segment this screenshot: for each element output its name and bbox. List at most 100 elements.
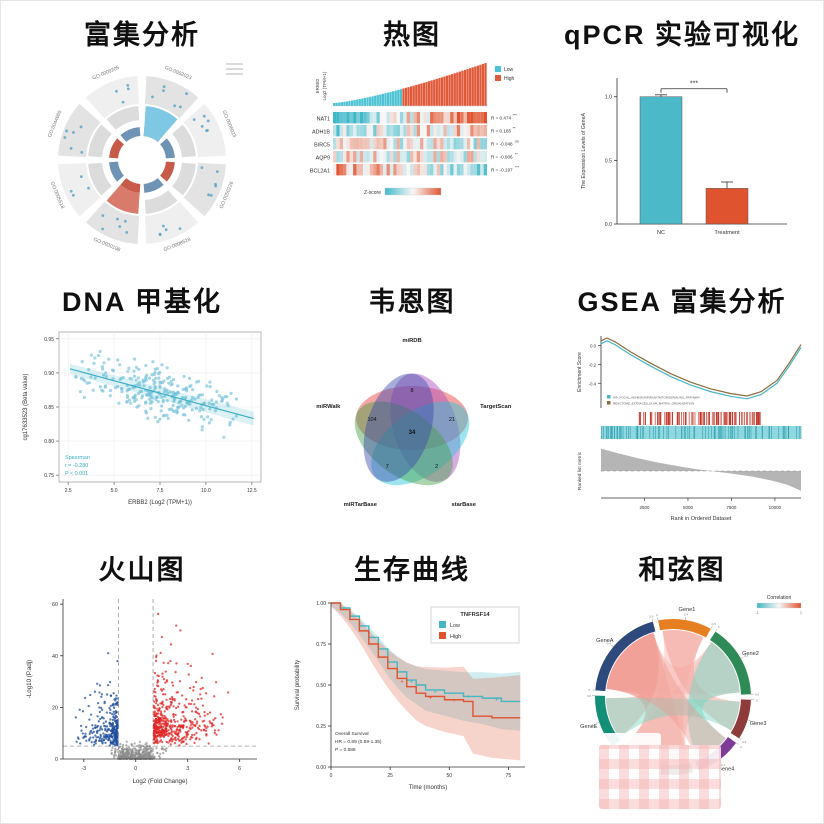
svg-text:-3: -3 xyxy=(81,766,86,772)
svg-text:0.5: 0.5 xyxy=(605,159,612,165)
qpcr-bar-chart: 0.0 0.5 1.0 NC Treatment *** The Expression Le… xyxy=(581,78,787,236)
svg-text:GeneE: GeneE xyxy=(580,724,598,730)
svg-text:0.00: 0.00 xyxy=(316,765,326,771)
svg-text:R = -0.048: R = -0.048 xyxy=(491,142,513,147)
svg-text:12.5: 12.5 xyxy=(247,488,257,494)
svg-text:3: 3 xyxy=(186,766,189,772)
svg-text:34: 34 xyxy=(409,430,416,436)
svg-text:-Log10 (P.adj): -Log10 (P.adj) xyxy=(26,660,33,698)
svg-text:7500: 7500 xyxy=(726,505,737,510)
svg-text:0.85: 0.85 xyxy=(44,405,54,411)
svg-text:0: 0 xyxy=(330,773,333,779)
venn-diagram-chart: miRDB 8 TargetScan 21 starBase 2 miRTarBase 7 mi… xyxy=(316,338,512,508)
svg-text:6: 6 xyxy=(238,766,241,772)
svg-text:0.8: 0.8 xyxy=(649,614,654,618)
svg-text:0.8: 0.8 xyxy=(587,694,592,698)
svg-text:0.0: 0.0 xyxy=(605,222,612,228)
svg-text:***: *** xyxy=(513,114,518,118)
svg-text:21: 21 xyxy=(449,417,455,423)
svg-text:**: ** xyxy=(515,153,518,157)
panel-title-qpcr: qPCR 实验可视化 xyxy=(564,20,800,50)
svg-text:0.8: 0.8 xyxy=(755,693,760,697)
svg-text:0: 0 xyxy=(588,688,590,692)
panel-title-heatmap: 热图 xyxy=(383,20,441,50)
panel-heatmap: 热图 ERBB2 Log2 (TPM+1) Low High NAT1 R = 0.474… xyxy=(277,11,547,278)
svg-text:GO:0009205: GO:0009205 xyxy=(92,65,121,82)
svg-text:0.8: 0.8 xyxy=(742,740,747,744)
svg-text:Overall Survival: Overall Survival xyxy=(335,731,369,737)
svg-text:10000: 10000 xyxy=(769,505,782,510)
svg-text:Low: Low xyxy=(450,623,460,629)
svg-text:GeneA: GeneA xyxy=(596,638,614,644)
svg-text:ns: ns xyxy=(515,140,519,144)
svg-text:Low: Low xyxy=(504,67,514,73)
panel-title-venn: 韦恩图 xyxy=(368,287,456,318)
svg-text:Gene1: Gene1 xyxy=(679,607,696,613)
svg-text:R = 0.185: R = 0.185 xyxy=(491,129,511,134)
svg-text:miRDB: miRDB xyxy=(402,338,421,344)
svg-text:GO:0062023: GO:0062023 xyxy=(164,65,193,82)
svg-text:REACTOME_EXTRACELLULAR_MATRIX_: REACTOME_EXTRACELLULAR_MATRIX_ORGANIZATI… xyxy=(613,401,694,405)
svg-text:-0.4: -0.4 xyxy=(589,381,597,386)
svg-text:7.5: 7.5 xyxy=(157,488,164,494)
svg-text:r = -0.280: r = -0.280 xyxy=(65,463,88,469)
svg-text:WP_FOCAL_ADHESIONPI3KAKTMTORSI: WP_FOCAL_ADHESIONPI3KAKTMTORSIGNALING_PA… xyxy=(613,395,700,399)
svg-text:High: High xyxy=(450,634,461,640)
svg-text:***: *** xyxy=(690,81,698,88)
svg-text:Log2 (TPM+1): Log2 (TPM+1) xyxy=(322,71,327,100)
svg-text:50: 50 xyxy=(447,773,453,779)
svg-text:cg17633523 (Beta value): cg17633523 (Beta value) xyxy=(23,373,29,440)
svg-text:0.8: 0.8 xyxy=(698,775,703,779)
svg-text:0.4: 0.4 xyxy=(607,642,612,646)
svg-text:NC: NC xyxy=(657,230,665,236)
svg-text:10.0: 10.0 xyxy=(201,488,211,494)
svg-text:0.50: 0.50 xyxy=(316,683,326,689)
svg-text:+: + xyxy=(400,680,404,686)
panel-title-methylation: DNA 甲基化 xyxy=(62,287,222,318)
svg-text:0: 0 xyxy=(55,757,58,763)
svg-text:7: 7 xyxy=(386,464,389,470)
panel-survival: 生存曲线 + + + + + + + TNFRSF14 Low High Overall Survi… xyxy=(277,546,547,813)
svg-text:Survival probability: Survival probability xyxy=(295,660,301,710)
svg-text:R = 0.474: R = 0.474 xyxy=(491,116,511,121)
svg-text:ERBB2 (Log2 (TPM+1)): ERBB2 (Log2 (TPM+1)) xyxy=(128,500,192,506)
svg-text:75: 75 xyxy=(506,773,512,779)
svg-text:2.5: 2.5 xyxy=(65,488,72,494)
svg-text:Log2 (Fold Change): Log2 (Fold Change) xyxy=(132,778,187,785)
svg-text:0.8: 0.8 xyxy=(609,753,614,757)
svg-text:GO:0044665: GO:0044665 xyxy=(47,110,64,139)
svg-text:BCL2A1: BCL2A1 xyxy=(310,169,330,175)
svg-text:1.0: 1.0 xyxy=(605,95,612,101)
svg-text:Correlation: Correlation xyxy=(767,595,792,601)
svg-text:0.4: 0.4 xyxy=(648,776,653,780)
panel-qpcr: qPCR 实验可视化 0.0 0.5 1.0 NC Treatment *** The Ex… xyxy=(547,11,817,278)
svg-text:0.0: 0.0 xyxy=(590,343,596,348)
svg-text:0.8: 0.8 xyxy=(712,622,717,626)
svg-text:20: 20 xyxy=(52,705,58,711)
svg-text:5.0: 5.0 xyxy=(111,488,118,494)
svg-text:+: + xyxy=(429,696,433,702)
svg-text:0.4: 0.4 xyxy=(751,720,756,724)
svg-text:R = -0.197: R = -0.197 xyxy=(491,168,513,173)
svg-text:0: 0 xyxy=(718,625,720,629)
svg-text:0: 0 xyxy=(656,613,658,617)
svg-text:40: 40 xyxy=(52,654,58,660)
svg-text:**: ** xyxy=(513,127,516,131)
panel-gsea: GSEA 富集分析 0.0 -0.2 -0.4 WP_FOCAL_ADHESIONPI… xyxy=(547,278,817,545)
panel-title-chord: 和弦图 xyxy=(638,554,726,585)
svg-text:HR = 0.89 (0.59-1.35): HR = 0.89 (0.59-1.35) xyxy=(335,739,382,745)
gsea-chart: 0.0 -0.2 -0.4 WP_FOCAL_ADHESIONPI3KAKTMTORS… xyxy=(577,335,802,522)
svg-text:+: + xyxy=(466,694,470,700)
panel-enrichment: 富集分析 GO:0062023 GO:0006023 GO:0050226 GO:00… xyxy=(7,11,277,278)
svg-text:0.75: 0.75 xyxy=(44,473,54,479)
svg-text:0: 0 xyxy=(694,777,696,781)
svg-text:0: 0 xyxy=(607,748,609,752)
svg-text:Time (months): Time (months) xyxy=(409,785,447,791)
svg-text:Z-score: Z-score xyxy=(364,190,381,196)
svg-text:R = -0.006: R = -0.006 xyxy=(491,155,513,160)
svg-text:104: 104 xyxy=(367,417,376,423)
svg-text:TargetScan: TargetScan xyxy=(480,404,512,410)
svg-text:0.4: 0.4 xyxy=(684,613,689,617)
